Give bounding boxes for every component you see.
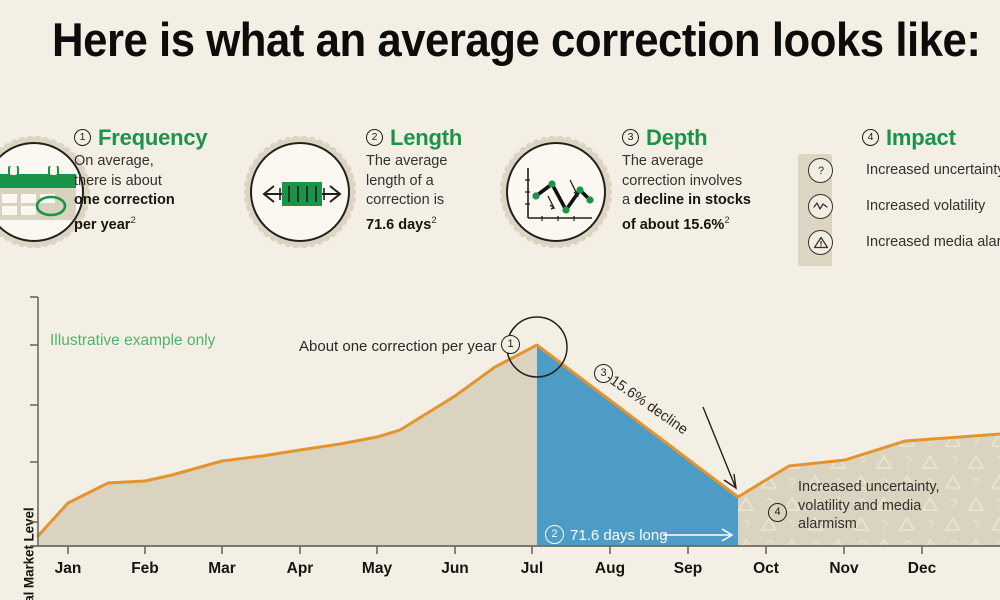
question-mark-icon: ? <box>808 157 833 183</box>
decline-arrow-head <box>723 473 737 490</box>
callout-number-badge: 3 <box>622 129 639 146</box>
callout-length-body: 2 Length The average length of a correct… <box>366 126 506 235</box>
footnote-marker: 2 <box>724 214 730 226</box>
chart-badge-1: 1 <box>501 335 520 354</box>
x-label-apr: Apr <box>286 560 314 577</box>
depth-medallion <box>500 136 612 248</box>
chart-x-ticks <box>67 546 923 554</box>
ruler-medallion <box>244 136 356 248</box>
callout-length-head: 2 Length <box>366 126 506 149</box>
line-bold: decline in stocks <box>634 192 751 208</box>
medallion-disc <box>506 142 606 242</box>
medallion-disc <box>0 142 84 242</box>
x-label-jul: Jul <box>520 560 544 577</box>
line-bold: one correction <box>74 192 175 208</box>
length-annotation-label: 71.6 days long <box>570 527 668 544</box>
line: 71.6 days2 <box>366 211 506 235</box>
line: a decline in stocks <box>622 191 792 211</box>
callout-number-badge: 4 <box>862 129 879 146</box>
impact-item-label: Increased uncertainty <box>866 162 1000 178</box>
callout-row: 1 Frequency On average, there is about o… <box>0 118 1000 278</box>
area-correction-decline <box>537 345 738 546</box>
line-bold: of about 15.6% <box>622 216 725 233</box>
volatility-wave-icon <box>808 193 833 219</box>
ruler-measure-icon <box>262 182 342 206</box>
chart-badge-4: 4 <box>768 503 787 522</box>
callout-number-badge: 2 <box>366 129 383 146</box>
warning-triangle-icon <box>808 229 833 255</box>
callout-depth-text: The average correction involves a declin… <box>622 152 792 235</box>
line: The average <box>622 153 704 169</box>
footnote-marker: 2 <box>130 214 136 226</box>
callout-impact-head: 4 Impact <box>862 126 1000 149</box>
peak-annotation-label: About one correction per year <box>299 338 497 355</box>
chart-badge-3: 3 <box>594 364 613 383</box>
x-label-nov: Nov <box>829 560 859 577</box>
callout-length-text: The average length of a correction is 71… <box>366 152 506 235</box>
callout-frequency-title: Frequency <box>98 125 208 150</box>
x-label-may: May <box>361 560 393 577</box>
market-level-line <box>36 343 1000 538</box>
callout-impact-body: 4 Impact ? Increased uncertainty <box>808 126 1000 260</box>
callout-frequency: 1 Frequency On average, there is about o… <box>0 118 240 278</box>
callout-frequency-head: 1 Frequency <box>74 126 244 149</box>
x-label-jun: Jun <box>441 560 469 577</box>
area-pre-correction <box>38 345 537 546</box>
callout-depth-title: Depth <box>646 125 708 150</box>
line-bold: 71.6 days <box>366 216 432 233</box>
chart-badge-2: 2 <box>545 525 564 544</box>
line-bold: per year <box>74 216 131 233</box>
calendar-medallion <box>0 136 90 248</box>
line: one correction <box>74 191 244 211</box>
callout-depth-body: 3 Depth The average correction involves … <box>622 126 792 235</box>
medallion-disc <box>250 142 350 242</box>
line: length of a <box>366 172 434 189</box>
chart-y-ticks <box>30 296 38 523</box>
length-arrow-head <box>721 528 734 542</box>
callout-frequency-body: 1 Frequency On average, there is about o… <box>74 126 244 235</box>
line-chart-decline-icon <box>525 168 594 221</box>
callout-depth-head: 3 Depth <box>622 126 792 149</box>
decline-arrow <box>702 406 736 487</box>
callout-number-badge: 1 <box>74 129 91 146</box>
x-label-feb: Feb <box>131 560 159 577</box>
chart-x-axis-labels: Jan Feb Mar Apr May Jun Jul Aug Sep Oct … <box>0 560 1000 590</box>
impact-item-label: Increased media alarm <box>866 234 1000 250</box>
line: there is about <box>74 172 162 189</box>
line: per year2 <box>74 211 244 235</box>
line: The average <box>366 153 448 169</box>
x-label-dec: Dec <box>907 560 937 577</box>
impact-item-uncertainty: ? Increased uncertainty <box>808 152 1000 188</box>
impact-item-label: Increased volatility <box>866 198 986 214</box>
line: correction involves <box>622 172 743 189</box>
line-plain: a <box>622 192 635 208</box>
market-correction-chart: Hypothetical Market Level ? ? <box>0 282 1000 600</box>
chart-canvas: ? ? <box>30 296 1000 554</box>
area-post-correction-pattern <box>738 434 1000 546</box>
callout-length-title: Length <box>390 125 463 150</box>
callout-depth: 3 Depth The average correction involves … <box>500 118 782 278</box>
line: On average, <box>74 153 154 169</box>
x-label-aug: Aug <box>594 560 626 577</box>
svg-text:?: ? <box>817 165 823 177</box>
illustrative-note: Illustrative example only <box>50 332 216 349</box>
line: correction is <box>366 192 445 208</box>
footnote-marker: 2 <box>431 214 437 226</box>
x-label-oct: Oct <box>753 560 779 577</box>
x-label-mar: Mar <box>208 560 236 577</box>
x-label-sep: Sep <box>673 560 703 577</box>
impact-item-volatility: Increased volatility <box>808 188 1000 224</box>
impact-list: ? Increased uncertainty Increased volati… <box>808 152 1000 260</box>
callout-impact: 4 Impact ? Increased uncertainty <box>790 118 1000 278</box>
impact-annotation-label: Increased uncertainty, volatility and me… <box>798 479 940 532</box>
callout-frequency-text: On average, there is about one correctio… <box>74 152 244 235</box>
calendar-icon <box>0 166 76 220</box>
x-label-jan: Jan <box>54 560 82 577</box>
line: of about 15.6%2 <box>622 211 792 235</box>
callout-impact-title: Impact <box>886 125 956 150</box>
page-title: Here is what an average correction looks… <box>52 13 981 66</box>
impact-item-media-alarm: Increased media alarm <box>808 224 1000 260</box>
callout-length: 2 Length The average length of a correct… <box>244 118 496 278</box>
